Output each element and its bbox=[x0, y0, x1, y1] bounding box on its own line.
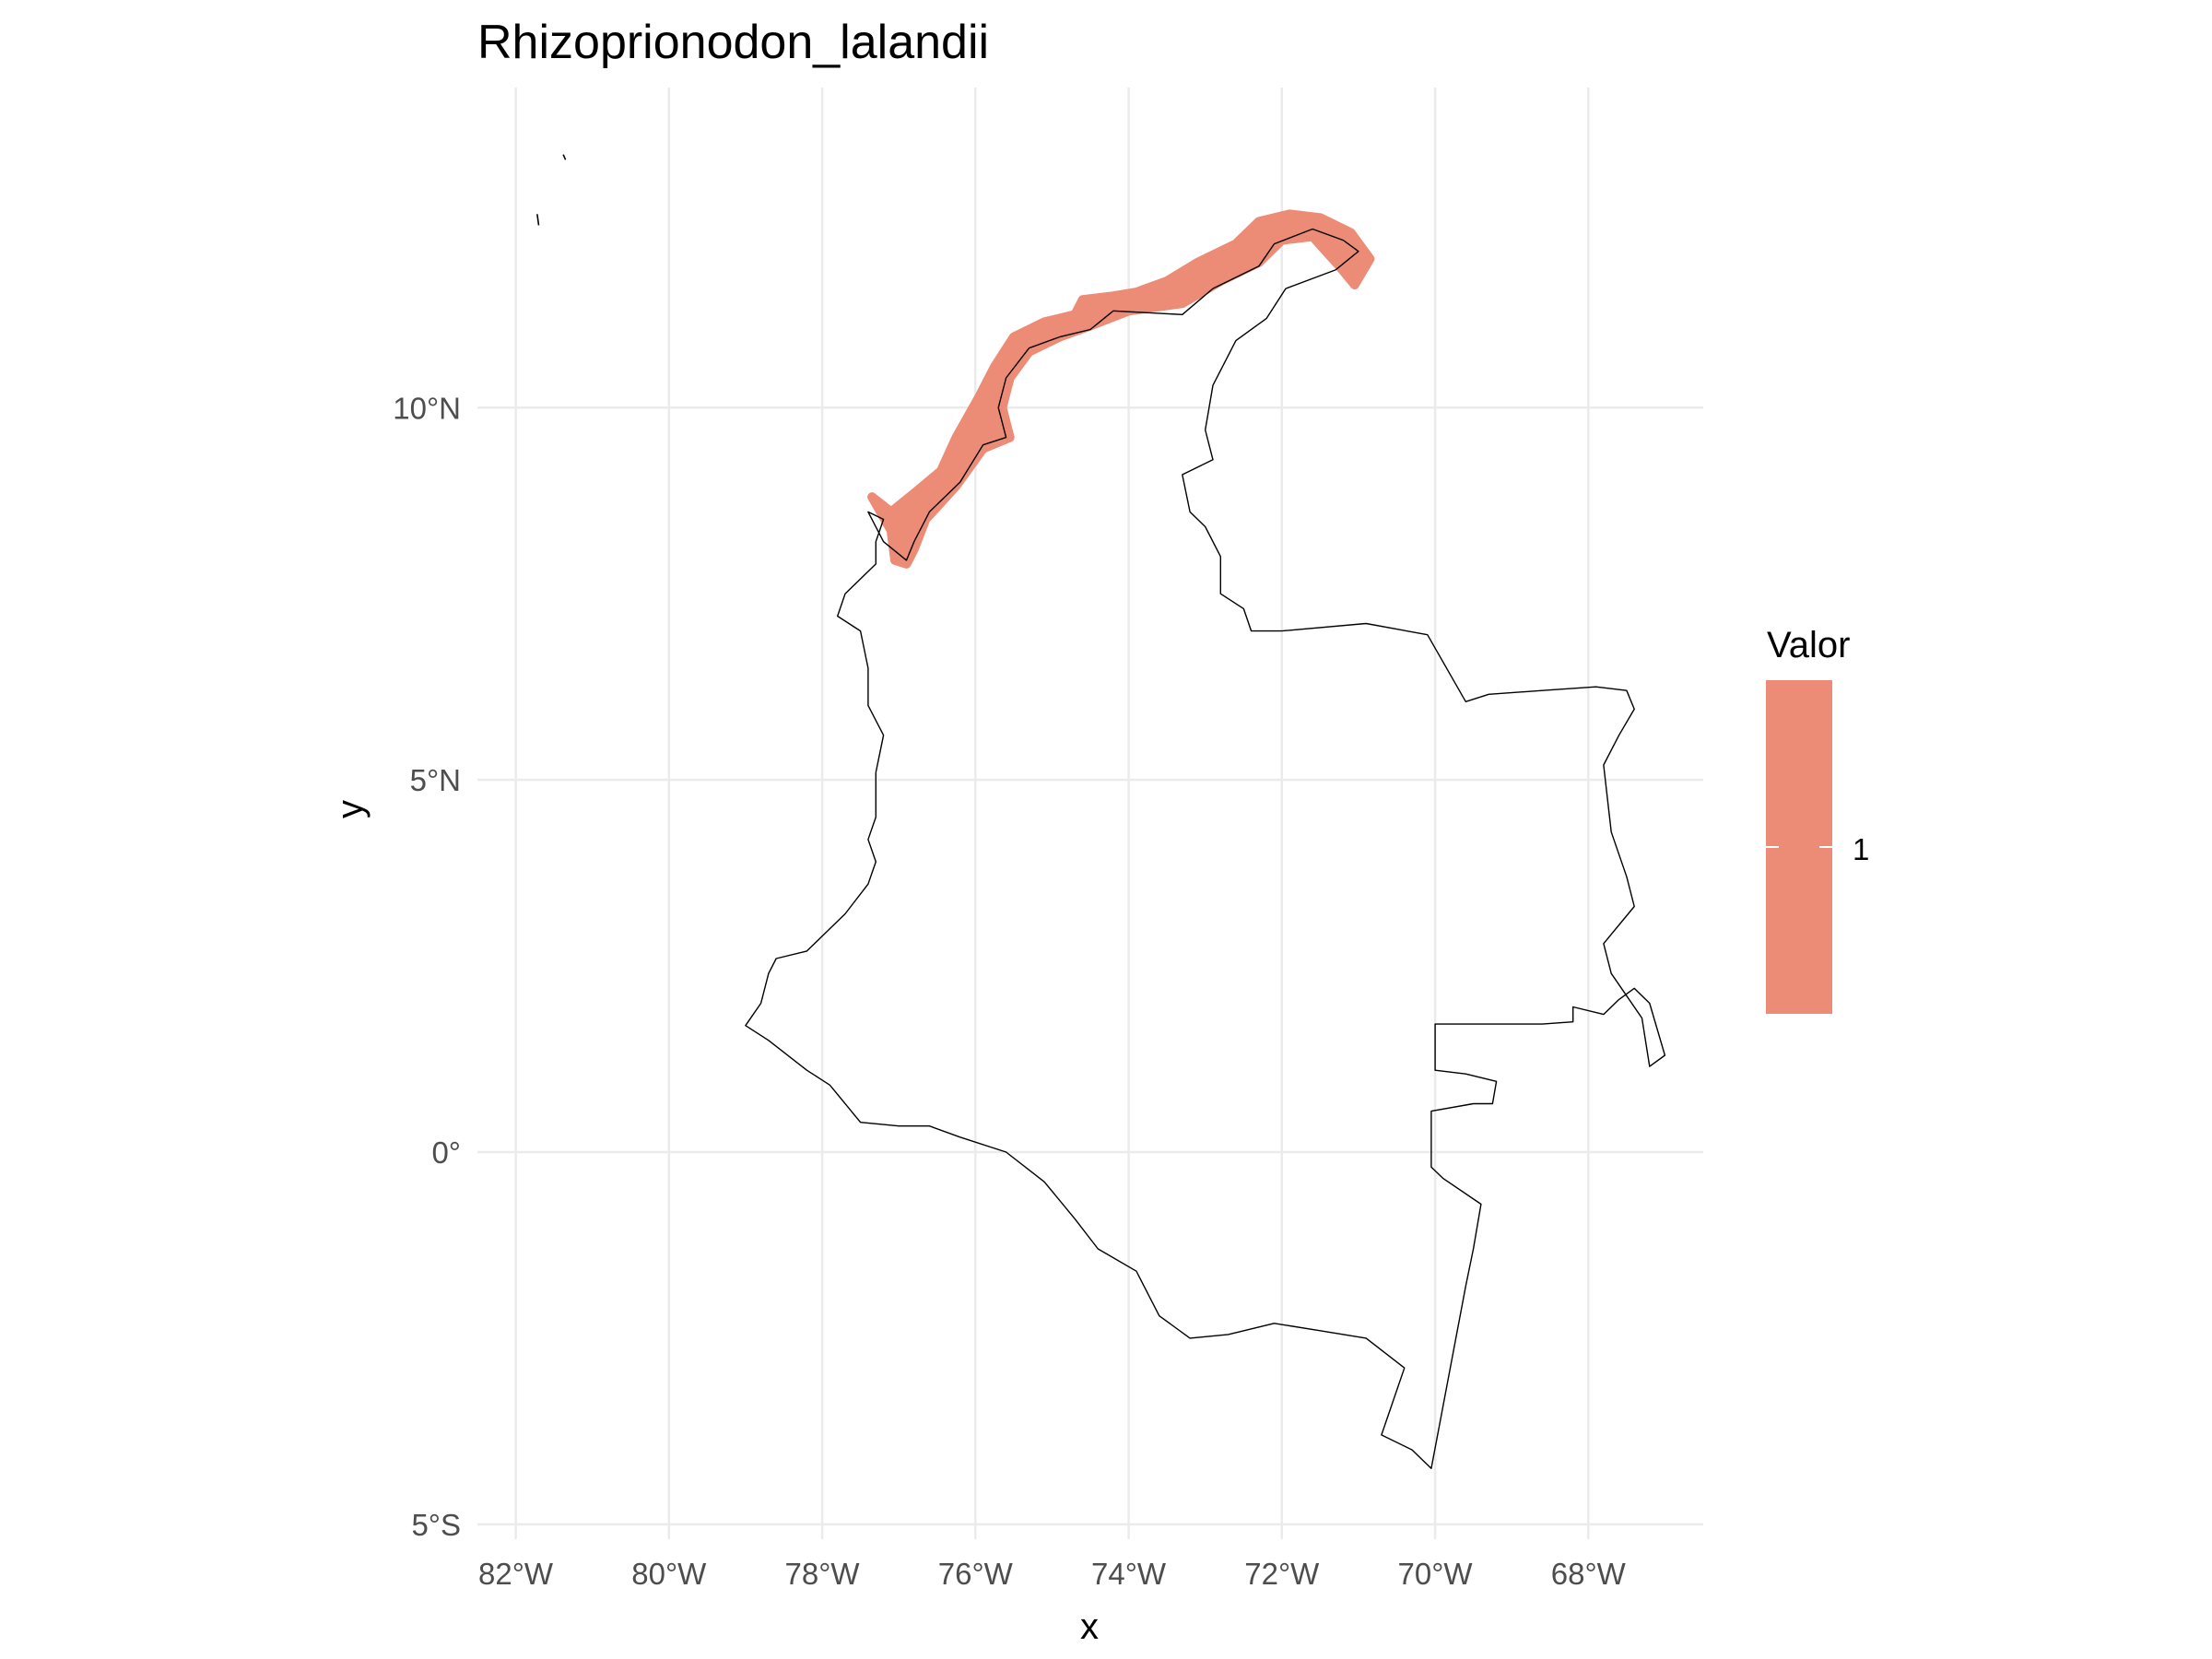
x-tick-label: 78°W bbox=[785, 1557, 861, 1591]
species-range bbox=[867, 209, 1375, 569]
y-axis-title: y bbox=[330, 800, 371, 818]
y-tick-label: 5°S bbox=[411, 1508, 461, 1542]
x-tick-label: 76°W bbox=[938, 1557, 1014, 1591]
country-outline bbox=[536, 154, 1666, 1469]
range-area bbox=[867, 209, 1375, 569]
x-tick-label: 80°W bbox=[631, 1557, 707, 1591]
x-tick-label: 74°W bbox=[1091, 1557, 1167, 1591]
island-outline bbox=[536, 214, 540, 226]
legend: Valor 1 bbox=[1766, 625, 1869, 1014]
country-border bbox=[745, 228, 1666, 1469]
y-tick-label: 5°N bbox=[410, 763, 461, 797]
island-outline bbox=[562, 154, 567, 160]
x-tick-label: 82°W bbox=[478, 1557, 554, 1591]
legend-label: 1 bbox=[1853, 832, 1869, 866]
y-axis-ticks: 5°S 0° 5°N 10°N bbox=[393, 391, 461, 1542]
x-axis-ticks: 82°W 80°W 78°W 76°W 74°W 72°W 70°W 68°W bbox=[478, 1557, 1627, 1591]
chart-title: Rhizoprionodon_lalandii bbox=[477, 16, 989, 69]
x-axis-title: x bbox=[1080, 1606, 1099, 1647]
y-tick-label: 0° bbox=[431, 1135, 461, 1170]
y-tick-label: 10°N bbox=[393, 391, 461, 425]
x-tick-label: 72°W bbox=[1244, 1557, 1320, 1591]
legend-title: Valor bbox=[1767, 625, 1850, 665]
x-tick-label: 68°W bbox=[1551, 1557, 1627, 1591]
x-tick-label: 70°W bbox=[1398, 1557, 1474, 1591]
grid-lines bbox=[477, 88, 1703, 1539]
